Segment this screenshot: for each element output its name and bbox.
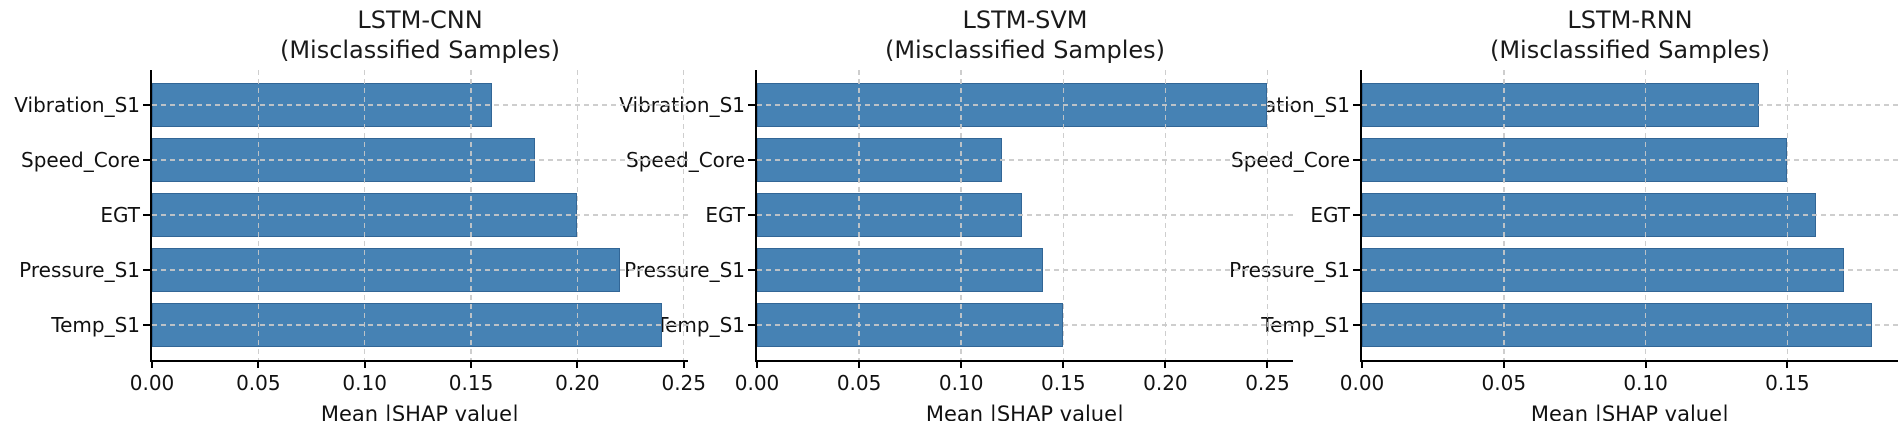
y-tick-mark [143,104,150,107]
horizontal-gridline [1362,159,1898,161]
y-tick-mark [143,323,150,326]
y-axis-spine [150,70,152,362]
y-tick-mark [1353,323,1360,326]
plot-area: 0.00 0.05 0.10 0.15 Vibration_S1 Speed_Core EG… [1224,70,1898,395]
horizontal-gridline [1362,214,1898,216]
y-tick-label: Pressure_S1 [19,257,140,282]
horizontal-gridline [757,269,1293,271]
horizontal-gridline [757,104,1293,106]
y-tick-mark [1353,268,1360,271]
x-tick-label: 0.25 [661,371,706,395]
horizontal-gridline [1362,104,1898,106]
y-tick-mark [748,323,755,326]
x-tick-mark [756,362,758,368]
y-axis-spine [1360,70,1362,362]
x-tick-label: 0.10 [1623,371,1668,395]
x-tick-label: 0.10 [938,371,984,395]
horizontal-gridline [152,104,688,106]
horizontal-gridline [152,214,688,216]
y-tick-label: EGT [100,203,140,227]
x-tick-label: 0.25 [1245,371,1290,395]
horizontal-gridline [1362,269,1898,271]
chart-title: LSTM-CNN (Misclassified Samples) [280,5,560,65]
y-tick-label: EGT [1310,203,1350,227]
chart-title-line2: (Misclassified Samples) [884,36,1166,64]
x-tick-mark [1266,362,1269,368]
x-tick-label: 0.10 [342,371,387,395]
chart-title: LSTM-SVM (Misclassified Samples) [885,5,1165,65]
plot-area: 0.000.050.100.150.200.25Vibration_S1Spee… [619,70,1293,395]
x-tick-mark [1502,362,1505,368]
x-tick-label: 0.00 [129,371,175,395]
chart-title-line1: LSTM-RNN [1567,6,1693,34]
y-tick-label: Temp_S1 [51,312,140,337]
chart-title-line1: LSTM-SVM [962,6,1088,34]
x-axis-label: Mean |SHAP value| [1530,402,1730,421]
y-tick-mark [143,268,150,271]
plot-area: 0.00 0.05 0.10 0.15 0.20 0.25 Vibration_S1 Spee… [14,70,706,395]
x-axis-label: Mean |SHAP value| [925,402,1125,421]
chart-lstm-svm: LSTM-SVM (Misclassified Samples) 0.00 0.05… [619,6,1293,421]
chart-title-line2: (Misclassified Samples) [279,36,561,64]
x-tick-mark [1164,362,1167,368]
y-tick-mark [143,214,150,216]
x-tick-mark [257,362,260,368]
horizontal-gridline [1362,324,1898,326]
x-tick-mark [1644,362,1647,368]
horizontal-gridline [757,159,1293,161]
x-tick-label: 0.05 [236,371,281,395]
x-tick-mark [1361,362,1363,368]
x-tick-mark [682,362,685,368]
y-tick-label: EGT [705,203,745,227]
y-tick-label: Speed_Core [21,148,140,173]
horizontal-gridline [757,324,1293,326]
y-tick-mark [1353,104,1360,107]
x-tick-label: 0.15 [1041,371,1086,395]
horizontal-gridline [152,159,688,161]
x-tick-label: 0.05 [1481,371,1527,395]
y-tick-mark [748,214,755,216]
x-tick-label: 0.00 [1339,371,1385,395]
y-tick-mark [748,159,755,162]
x-tick-label: 0.00 [734,371,780,395]
x-tick-mark [470,362,473,368]
chart-lstm-cnn: LSTM-CNN (Misclassified Samples) 0.00 0.05… [14,6,706,421]
y-tick-mark [1353,159,1360,162]
x-tick-label: 0.20 [1143,371,1188,395]
x-tick-mark [576,362,579,368]
x-axis-spine [150,360,688,362]
x-tick-mark [1062,362,1065,368]
x-tick-mark [151,362,153,368]
horizontal-gridline [152,269,688,271]
chart-title-line1: LSTM-CNN [357,6,483,34]
chart-title-line2: (Misclassified Samples) [1489,36,1771,64]
chart-title: LSTM-RNN (Misclassified Samples) [1490,5,1770,65]
x-tick-mark [1786,362,1789,368]
x-axis-spine [755,360,1293,362]
y-axis-spine [755,70,757,362]
x-axis-spine [1360,360,1898,362]
y-tick-mark [1353,214,1360,216]
horizontal-gridline [757,214,1293,216]
y-tick-mark [143,159,150,162]
x-tick-mark [960,362,963,368]
x-tick-label: 0.15 [1765,371,1810,395]
chart-lstm-rnn: LSTM-RNN (Misclassified Samples) 0.00 0.05… [1224,6,1898,421]
y-tick-label: Vibration_S1 [14,93,140,118]
horizontal-gridline [152,324,688,326]
x-tick-mark [858,362,861,368]
x-tick-mark [363,362,366,368]
y-tick-mark [748,268,755,271]
x-axis-label: Mean |SHAP value| [320,402,520,421]
x-tick-label: 0.05 [836,371,882,395]
x-tick-label: 0.15 [448,371,494,395]
x-tick-label: 0.20 [555,371,600,395]
y-tick-mark [748,104,755,107]
